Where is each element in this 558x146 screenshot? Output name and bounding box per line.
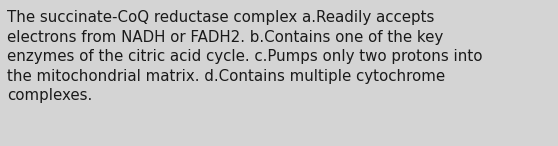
Text: The succinate-CoQ reductase complex a.Readily accepts
electrons from NADH or FAD: The succinate-CoQ reductase complex a.Re… — [7, 10, 482, 104]
